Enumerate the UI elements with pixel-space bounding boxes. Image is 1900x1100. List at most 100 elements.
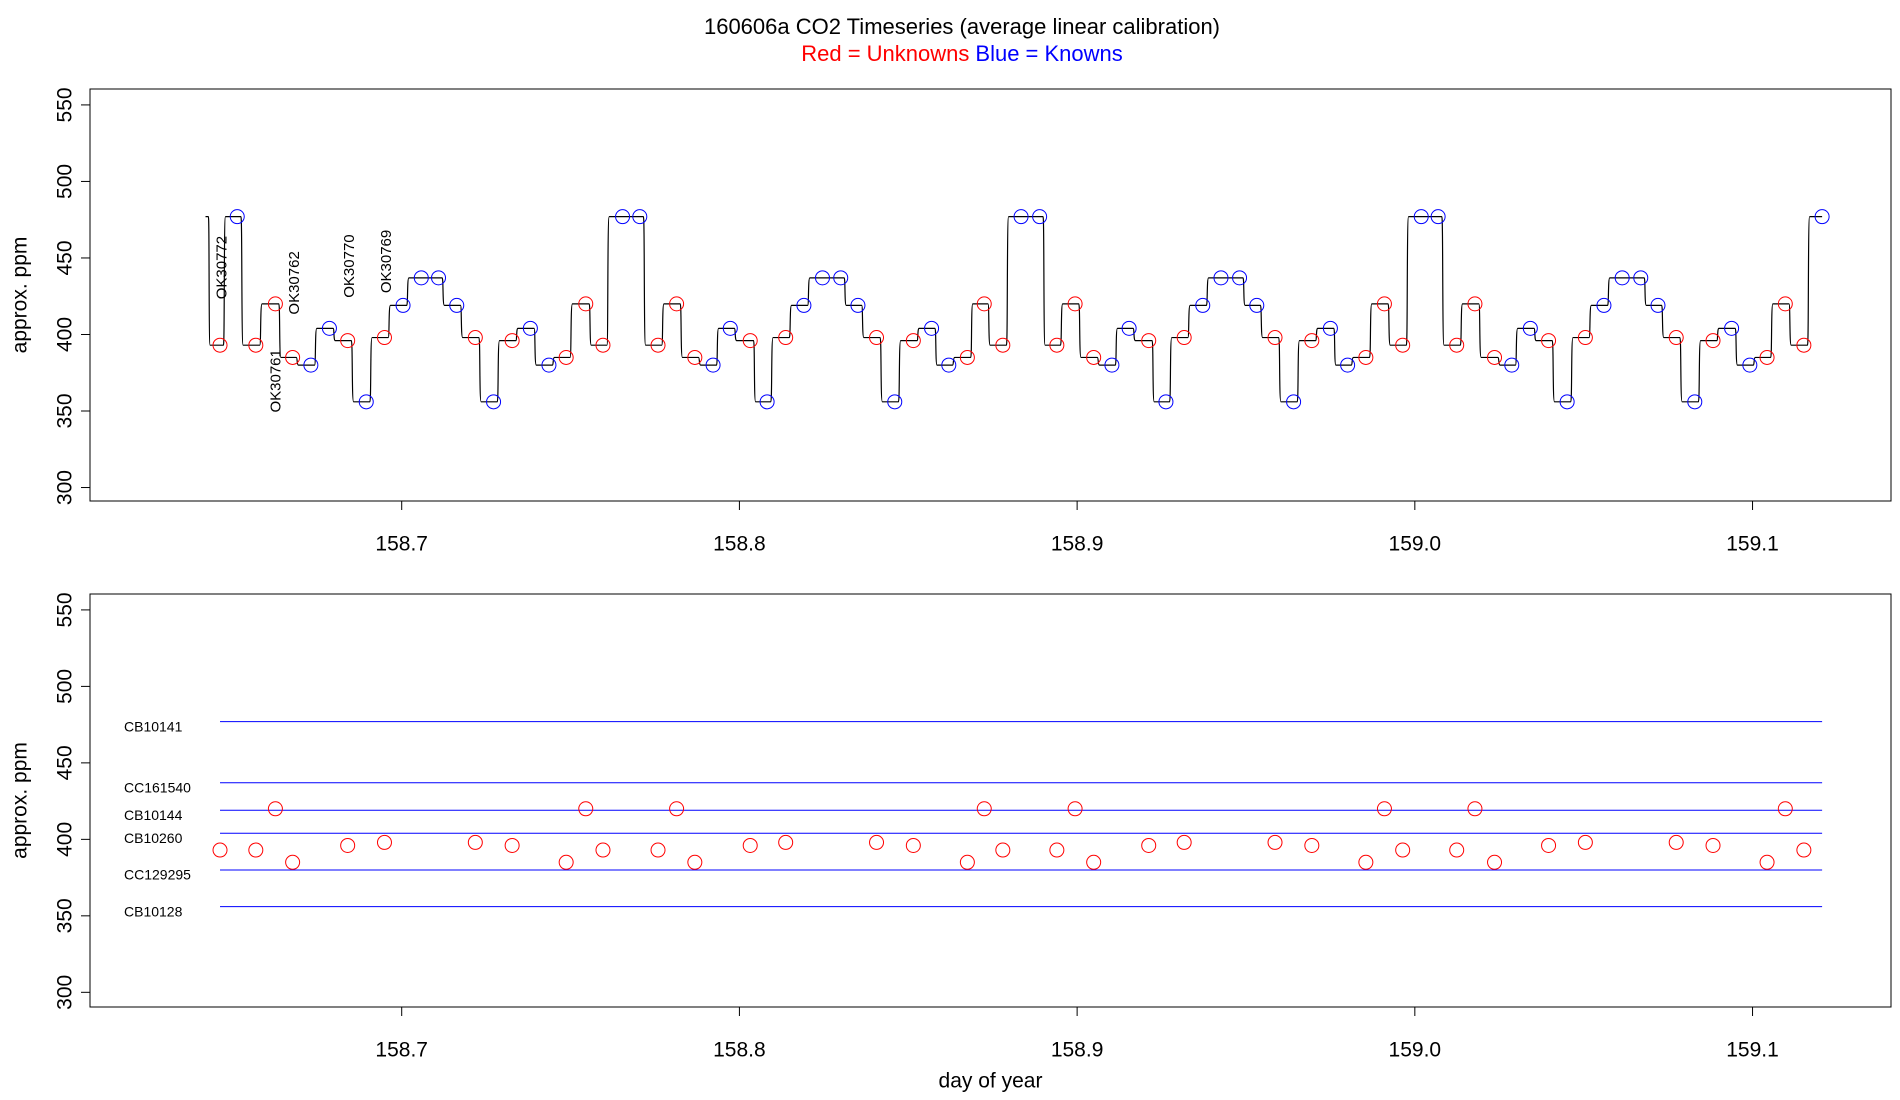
data-point <box>1158 394 1174 410</box>
reference-label: CB10141 <box>124 718 183 734</box>
x-axis-title: day of year <box>939 1070 1043 1093</box>
data-point <box>705 357 721 373</box>
y-tick-label: 400 <box>54 822 77 857</box>
data-point <box>687 349 703 365</box>
data-point <box>1086 349 1102 365</box>
data-point <box>1413 209 1429 225</box>
data-point <box>1376 296 1392 312</box>
data-point <box>376 330 392 346</box>
data-point <box>595 337 611 353</box>
chart-title: 160606a CO2 Timeseries (average linear c… <box>704 14 1220 39</box>
data-point <box>1304 837 1320 853</box>
data-point <box>1176 330 1192 346</box>
data-point <box>941 357 957 373</box>
subtitle-part: Blue = Knowns <box>975 41 1122 66</box>
y-axis-title: approx. ppm <box>9 742 32 859</box>
reference-label: CB10128 <box>124 903 183 919</box>
data-point <box>905 837 921 853</box>
subtitle-part: Red = Unknowns <box>801 41 969 66</box>
data-point <box>1705 837 1721 853</box>
data-point <box>285 854 301 870</box>
data-point <box>1577 834 1593 850</box>
data-point <box>1395 842 1411 858</box>
data-point <box>1449 842 1465 858</box>
data-point <box>1759 854 1775 870</box>
y-tick-label: 300 <box>54 975 77 1010</box>
data-point <box>650 842 666 858</box>
data-point <box>814 270 830 286</box>
data-point <box>1121 320 1137 336</box>
data-point <box>1049 337 1065 353</box>
data-point <box>1487 854 1503 870</box>
data-point <box>1376 801 1392 817</box>
annotation: OK30761 <box>268 349 285 412</box>
data-point <box>340 837 356 853</box>
data-point <box>1633 270 1649 286</box>
data-point <box>486 394 502 410</box>
data-point <box>687 854 703 870</box>
subtitle: Red = Unknowns Blue = Knowns <box>801 41 1123 66</box>
data-point <box>1541 333 1557 349</box>
data-point <box>887 394 903 410</box>
data-point <box>1541 837 1557 853</box>
data-point <box>1249 297 1265 313</box>
data-point <box>1668 834 1684 850</box>
data-point <box>833 270 849 286</box>
data-point <box>467 330 483 346</box>
data-point <box>650 337 666 353</box>
data-point <box>1141 837 1157 853</box>
data-point <box>1340 357 1356 373</box>
data-point <box>413 270 429 286</box>
data-point <box>742 333 758 349</box>
data-point <box>1267 330 1283 346</box>
data-point <box>1796 337 1812 353</box>
data-point <box>303 357 319 373</box>
data-point <box>1614 270 1630 286</box>
data-point <box>850 297 866 313</box>
x-tick-label: 159.1 <box>1726 533 1779 556</box>
data-point <box>467 834 483 850</box>
data-point <box>1467 801 1483 817</box>
reference-label: CC129295 <box>124 867 191 883</box>
y-tick-label: 400 <box>54 317 77 352</box>
data-point <box>1267 834 1283 850</box>
data-point <box>632 209 648 225</box>
data-point <box>615 209 631 225</box>
data-point <box>722 320 738 336</box>
data-point <box>959 349 975 365</box>
data-point <box>1705 333 1721 349</box>
data-point <box>1067 801 1083 817</box>
data-point <box>1777 296 1793 312</box>
x-tick-label: 158.7 <box>375 1039 428 1062</box>
x-tick-label: 159.0 <box>1389 1039 1442 1062</box>
y-tick-label: 500 <box>54 669 77 704</box>
data-point <box>1104 357 1120 373</box>
data-point <box>1304 333 1320 349</box>
data-point <box>1467 296 1483 312</box>
data-point <box>1796 842 1812 858</box>
data-point <box>1559 394 1575 410</box>
data-point <box>869 834 885 850</box>
data-point <box>212 337 228 353</box>
data-point <box>504 837 520 853</box>
data-point <box>1504 357 1520 373</box>
data-point <box>1777 801 1793 817</box>
data-point <box>778 330 794 346</box>
data-point <box>976 296 992 312</box>
y-tick-label: 300 <box>54 470 77 505</box>
data-point <box>1814 209 1830 225</box>
y-tick-label: 350 <box>54 898 77 933</box>
data-point <box>1176 834 1192 850</box>
data-point <box>869 330 885 346</box>
data-point <box>1013 209 1029 225</box>
x-tick-label: 158.8 <box>713 533 766 556</box>
y-tick-label: 550 <box>54 592 77 627</box>
x-tick-label: 159.0 <box>1389 533 1442 556</box>
data-point <box>1522 320 1538 336</box>
data-point <box>1687 394 1703 410</box>
annotation: OK30770 <box>341 234 358 297</box>
trace-line <box>205 216 1823 403</box>
data-point <box>1141 333 1157 349</box>
